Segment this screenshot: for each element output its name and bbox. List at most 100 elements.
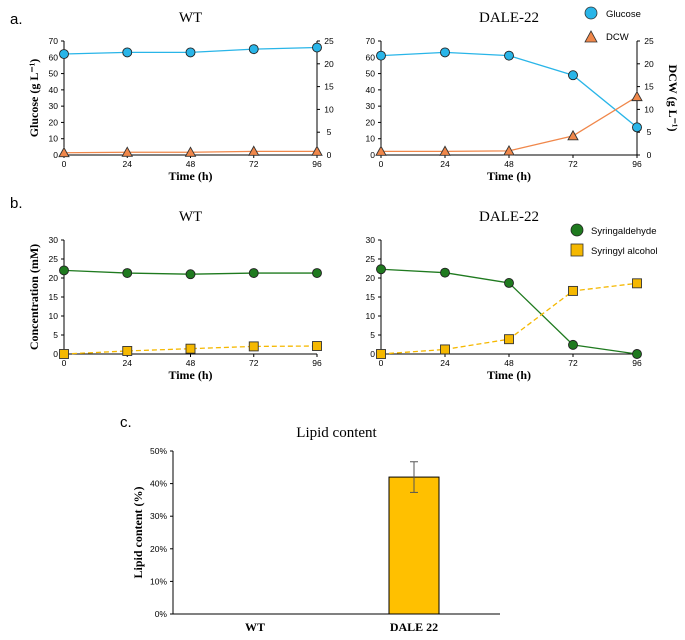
y-tick-label: 70 xyxy=(49,36,59,46)
data-point-syringyl-alcohol xyxy=(59,349,69,359)
data-point-syringaldehyde xyxy=(312,268,322,279)
data-point-glucose xyxy=(440,47,450,58)
x-tick-label: 0 xyxy=(379,358,384,368)
y-tick-label: 25 xyxy=(49,254,59,264)
y-axis-label: Lipid content (%) xyxy=(131,486,145,578)
y-tick-label: 60 xyxy=(366,52,376,62)
x-tick-label: 72 xyxy=(249,159,259,169)
x-tick-label: 48 xyxy=(186,358,196,368)
data-point-dcw xyxy=(503,144,515,156)
data-point-syringyl-alcohol xyxy=(122,346,133,356)
chart-concentration-dale22: DALE-22 0 5 10 15 20 25 30 0 24 48 72 96 Time (h) xyxy=(366,209,642,382)
data-point-dcw xyxy=(58,146,70,158)
data-point-syringaldehyde xyxy=(248,268,259,279)
data-point-syringyl-alcohol xyxy=(504,334,514,345)
y-tick-label: 0 xyxy=(53,349,58,359)
chart-glucose-dcw-wt: WT 0 10 20 30 40 50 60 70 0 5 10 15 20 25 0 24 48 72 96 Time… xyxy=(27,10,334,183)
x-tick-label: 96 xyxy=(632,159,642,169)
series-line-dcw xyxy=(381,96,638,153)
y-tick-label: 15 xyxy=(366,292,376,302)
legend-syringaldehyde-marker xyxy=(570,223,584,237)
y-tick-label: 5 xyxy=(53,330,58,340)
data-point-glucose xyxy=(376,50,386,61)
data-point-syringaldehyde xyxy=(632,349,642,359)
data-point-syringyl-alcohol xyxy=(632,278,642,289)
y-tick-label: 40 xyxy=(49,85,59,95)
x-tick-label: 24 xyxy=(440,159,450,169)
y2-tick-label: 15 xyxy=(644,82,654,92)
data-point-syringaldehyde xyxy=(376,264,386,275)
y-tick-label: 10 xyxy=(366,311,376,321)
data-point-syringaldehyde xyxy=(568,339,578,350)
legend-syringyl-label: Syringyl alcohol xyxy=(591,246,658,257)
chart-glucose-dcw-dale22: DALE-22 0 10 20 30 40 50 60 70 0 5 10 15 20 25 0 24 48 72 9… xyxy=(366,10,680,183)
data-point-glucose xyxy=(632,122,642,133)
panel-label-a: a. xyxy=(10,11,23,28)
y-tick-label: 0% xyxy=(155,609,168,619)
x-axis-label: Time (h) xyxy=(487,368,531,382)
y-tick-label: 70 xyxy=(366,36,376,46)
y2-tick-label: 15 xyxy=(324,82,334,92)
y-tick-label: 10 xyxy=(49,134,59,144)
y-tick-label: 5 xyxy=(370,330,375,340)
x-category-label: DALE 22 xyxy=(390,620,438,634)
chart-title: WT xyxy=(179,209,202,225)
y-tick-label: 30 xyxy=(366,235,376,245)
x-tick-label: 96 xyxy=(312,358,322,368)
y-tick-label: 20 xyxy=(366,117,376,127)
y-tick-label: 50% xyxy=(150,446,167,456)
legend-a: Glucose DCW xyxy=(584,6,641,43)
data-point-glucose xyxy=(122,47,133,58)
y-tick-label: 0 xyxy=(53,150,58,160)
legend-glucose-label: Glucose xyxy=(606,9,641,20)
y2-tick-label: 0 xyxy=(647,150,652,160)
y-tick-label: 50 xyxy=(49,69,59,79)
x-tick-label: 24 xyxy=(123,159,133,169)
x-axis-label: Time (h) xyxy=(168,368,212,382)
series-line-glucose xyxy=(380,51,638,128)
data-point-glucose xyxy=(185,47,196,58)
y2-tick-label: 25 xyxy=(644,36,654,46)
x-axis-label: Time (h) xyxy=(487,169,531,183)
data-point-syringaldehyde xyxy=(440,267,450,278)
x-tick-label: 72 xyxy=(568,358,578,368)
chart-title: DALE-22 xyxy=(479,10,539,26)
y-tick-label: 10% xyxy=(150,576,167,586)
y-axis-label: Glucose (g L⁻¹) xyxy=(27,59,41,138)
x-tick-label: 96 xyxy=(632,358,642,368)
data-point-syringyl-alcohol xyxy=(185,343,196,354)
series-line-syringyl-alcohol xyxy=(63,345,318,355)
x-tick-label: 0 xyxy=(379,159,384,169)
data-point-dcw xyxy=(311,145,323,156)
y2-tick-label: 25 xyxy=(324,36,334,46)
data-point-syringyl-alcohol xyxy=(376,349,386,359)
x-tick-label: 0 xyxy=(62,358,67,368)
data-point-glucose xyxy=(504,50,514,61)
data-point-syringaldehyde xyxy=(185,269,196,280)
x-tick-label: 96 xyxy=(312,159,322,169)
chart-concentration-wt: WT 0 5 10 15 20 25 30 0 24 48 72 96 Time (h) Concentra… xyxy=(27,209,322,382)
y-tick-label: 0 xyxy=(370,349,375,359)
panel-label-b: b. xyxy=(10,195,23,212)
x-category-label: WT xyxy=(245,620,265,634)
y2-tick-label: 0 xyxy=(327,150,332,160)
legend-dcw-label: DCW xyxy=(606,32,629,43)
data-point-glucose xyxy=(568,70,578,81)
x-tick-label: 24 xyxy=(440,358,450,368)
y-tick-label: 20 xyxy=(366,273,376,283)
x-tick-label: 48 xyxy=(504,358,514,368)
legend-dcw-marker xyxy=(584,30,598,43)
legend-glucose-marker xyxy=(584,6,598,20)
data-point-dcw xyxy=(121,146,134,157)
data-point-dcw xyxy=(567,129,579,141)
data-point-dcw xyxy=(247,145,260,156)
x-tick-label: 72 xyxy=(568,159,578,169)
data-point-syringyl-alcohol xyxy=(312,341,322,351)
x-tick-label: 48 xyxy=(186,159,196,169)
y-tick-label: 10 xyxy=(49,311,59,321)
y-tick-label: 20 xyxy=(49,273,59,283)
y-tick-label: 20% xyxy=(150,544,167,554)
y2-tick-label: 5 xyxy=(647,127,652,137)
data-point-syringyl-alcohol xyxy=(440,344,450,355)
